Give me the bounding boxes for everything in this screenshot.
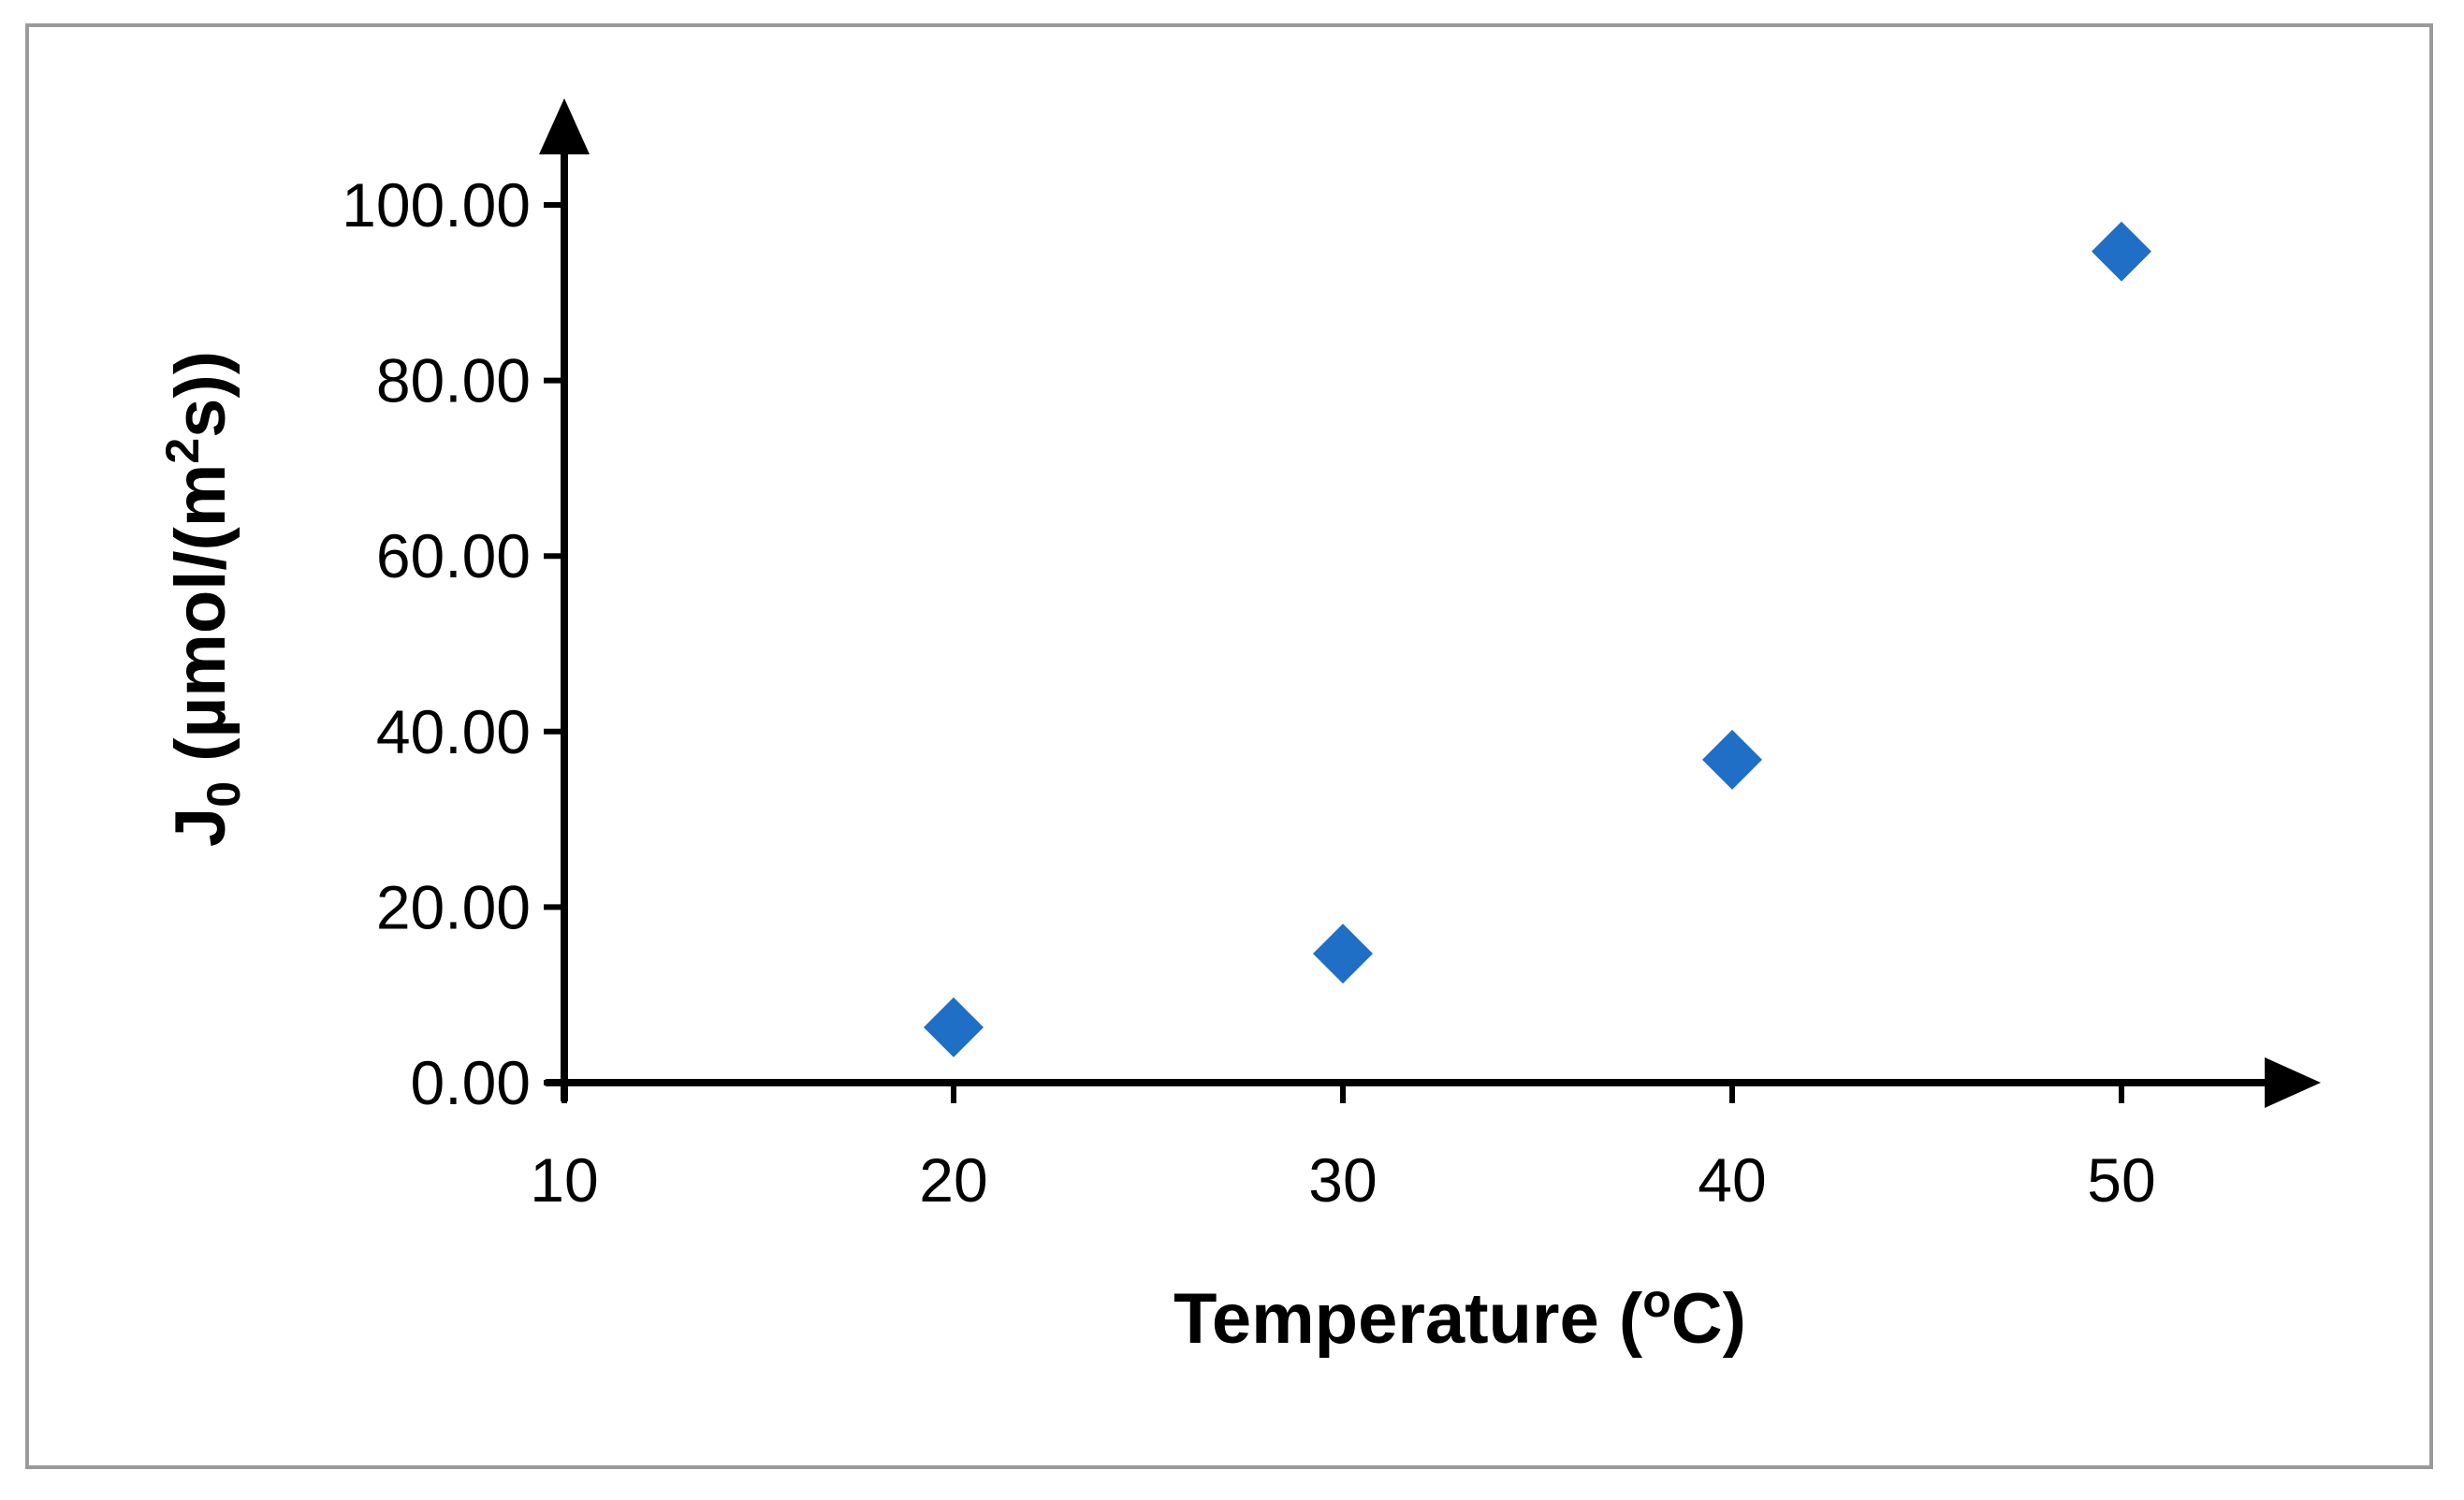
x-tick-label: 50 [2087, 1145, 2155, 1215]
x-axis-title: Temperature (oC) [1174, 1274, 1746, 1359]
y-axis-title-superscript: 2 [156, 438, 209, 464]
y-tick-label: 0.00 [411, 1048, 531, 1117]
y-tick-label: 40.00 [376, 697, 531, 766]
y-axis-arrow [539, 98, 590, 154]
y-tick-label: 60.00 [376, 521, 531, 590]
y-tick-label: 80.00 [376, 346, 531, 415]
ticks: 10 20 30 40 50 0.00 20.00 40.00 60.00 80.00 100.00 [342, 170, 2156, 1215]
x-axis-arrow [2265, 1057, 2321, 1108]
y-axis-title: J0 (µmol/(m2s)) [156, 351, 250, 847]
y-axis-title-subscript: 0 [197, 781, 250, 808]
data-point-diamond [1702, 729, 1762, 790]
x-tick-label: 40 [1698, 1145, 1766, 1215]
data-point-diamond [924, 997, 984, 1057]
chart-frame [25, 23, 2433, 1469]
axes [539, 98, 2321, 1108]
data-point-diamond [2092, 221, 2151, 282]
x-tick-label: 10 [530, 1145, 598, 1215]
x-axis-title-superscript: o [1642, 1274, 1671, 1327]
x-tick-label: 20 [919, 1145, 987, 1215]
data-point-diamond [1313, 924, 1373, 984]
y-tick-label: 100.00 [342, 170, 531, 240]
x-tick-label: 30 [1308, 1145, 1377, 1215]
y-tick-label: 20.00 [376, 872, 531, 941]
data-points [924, 221, 2151, 1057]
